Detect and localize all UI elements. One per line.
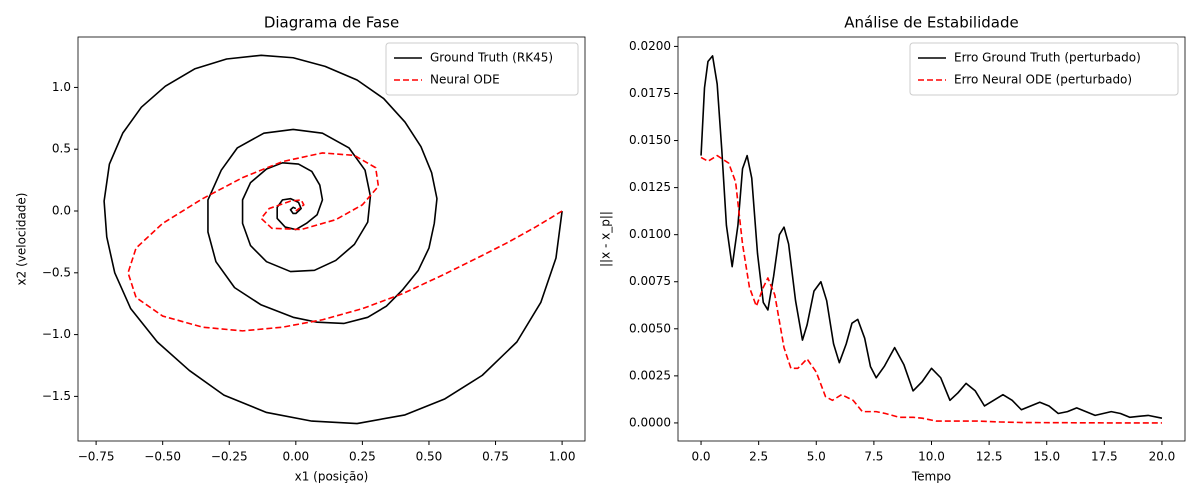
legend-label: Neural ODE [430,73,500,87]
legend-label: Erro Ground Truth (perturbado) [954,51,1141,65]
series-line [700,154,1162,424]
x-tick-label: 12.5 [976,450,1003,464]
x-tick-label: 7.5 [864,450,883,464]
y-tick-label: 0.0000 [629,415,671,429]
y-tick-label: 1.0 [52,80,71,94]
legend-box [909,42,1179,96]
x-tick-label: 1.00 [549,450,576,464]
y-tick-label: 0.0075 [629,274,671,288]
x-tick-label: 10.0 [918,450,945,464]
y-tick-label: 0.0100 [629,227,671,241]
series-line [700,55,1163,420]
y-tick-label: 0.0150 [629,133,671,147]
x-axis-label: Tempo [911,470,951,484]
y-axis-label: ||x - x_p|| [599,211,613,267]
y-tick-label: 0.0175 [629,86,671,100]
x-tick-label: 0.0 [691,450,710,464]
legend: Erro Ground Truth (perturbado) Erro Neura… [909,42,1179,96]
y-tick-label: −0.5 [42,265,71,279]
x-tick-label: −0.75 [78,450,115,464]
y-tick-label: 0.0 [52,204,71,218]
x-tick-label: 5.0 [807,450,826,464]
chart-title: Análise de Estabilidade [844,14,1018,32]
x-tick-label: −0.50 [144,450,181,464]
x-tick-label: −0.25 [211,450,248,464]
legend: Ground Truth (RK45) Neural ODE [385,42,579,96]
y-axis-label: x2 (velocidade) [15,193,29,286]
y-tick-label: −1.0 [42,327,71,341]
axes-frame [77,36,586,442]
y-tick-label: 0.0200 [629,39,671,53]
y-tick-label: 0.0125 [629,180,671,194]
x-axis-label: x1 (posição) [295,470,369,484]
x-tick-label: 0.00 [282,450,309,464]
x-tick-label: 15.0 [1033,450,1060,464]
x-tick-label: 0.75 [482,450,509,464]
legend-label: Erro Neural ODE (perturbado) [954,73,1132,87]
x-tick-label: 0.25 [349,450,376,464]
x-tick-label: 2.5 [749,450,768,464]
legend-label: Ground Truth (RK45) [430,51,553,65]
x-tick-label: 0.50 [416,450,443,464]
axes-frame [677,36,1186,442]
series-line [103,54,563,425]
x-tick-label: 17.5 [1091,450,1118,464]
y-tick-label: −1.5 [42,389,71,403]
series-line [127,152,563,332]
chart-title: Diagrama de Fase [264,14,399,32]
legend-box [385,42,579,96]
y-tick-label: 0.0050 [629,321,671,335]
y-tick-label: 0.5 [52,142,71,156]
x-tick-label: 20.0 [1149,450,1176,464]
y-tick-label: 0.0025 [629,368,671,382]
